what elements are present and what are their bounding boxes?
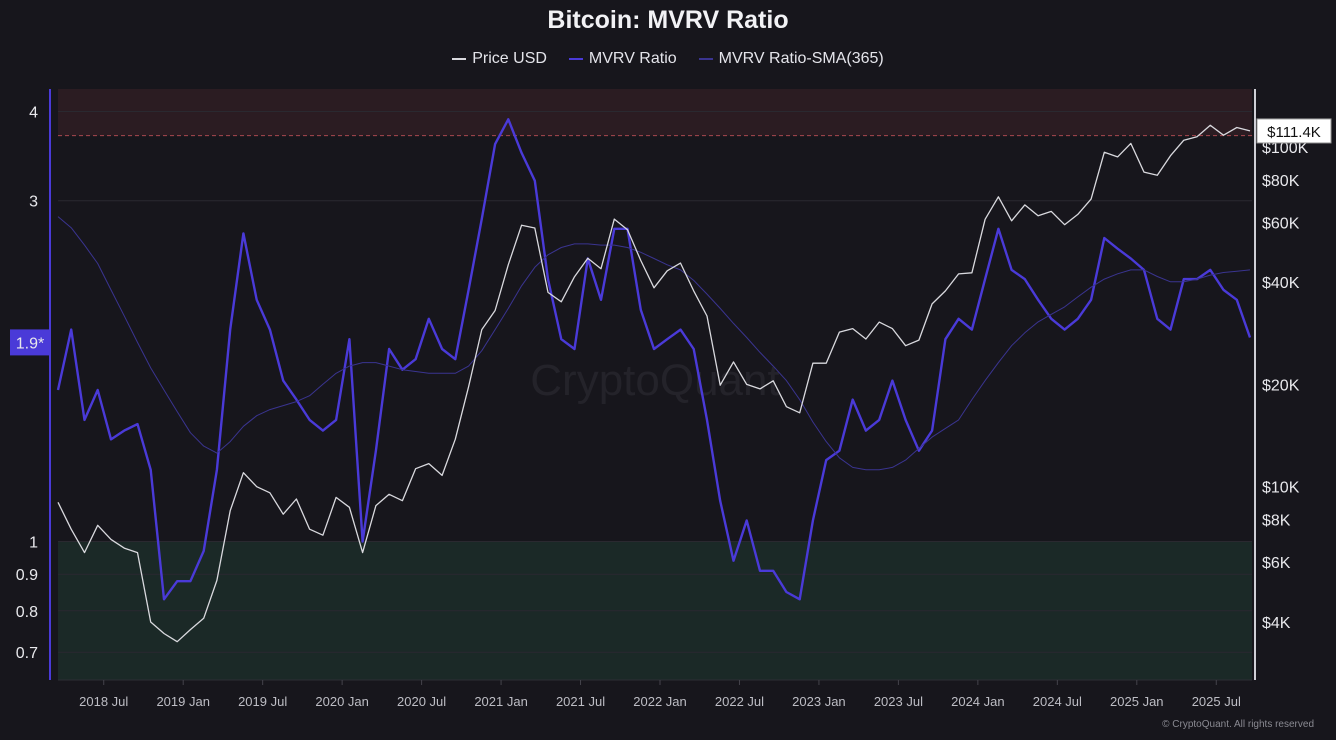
current-mvrv-label: 1.9* — [16, 335, 44, 352]
legend-item-sma[interactable]: MVRV Ratio-SMA(365) — [698, 50, 884, 68]
legend-swatch-sma — [698, 58, 713, 60]
zone-overvalued — [58, 89, 1252, 136]
right-tick-label: $100K — [1262, 140, 1309, 157]
current-mvrv-badge — [10, 329, 50, 356]
legend-label: MVRV Ratio-SMA(365) — [718, 50, 884, 67]
left-tick-label: 0.7 — [16, 645, 38, 662]
left-tick-label: 3 — [29, 194, 38, 211]
right-tick-label: $60K — [1262, 215, 1300, 232]
left-tick-label: 0.9 — [16, 567, 38, 584]
x-tick-label: 2020 Jul — [397, 694, 446, 709]
left-tick-label: 0.8 — [16, 604, 38, 621]
right-tick-label: $4K — [1262, 615, 1291, 632]
x-tick-label: 2021 Jan — [474, 694, 528, 709]
right-tick-label: $10K — [1262, 480, 1300, 497]
x-tick-label: 2022 Jan — [633, 694, 687, 709]
left-tick-label: 4 — [29, 104, 38, 121]
right-tick-label: $40K — [1262, 275, 1300, 292]
x-tick-label: 2023 Jul — [874, 694, 923, 709]
legend-item-price[interactable]: Price USD — [452, 50, 547, 68]
right-tick-label: $6K — [1262, 555, 1291, 572]
legend: Price USD MVRV Ratio MVRV Ratio-SMA(365) — [0, 50, 1336, 68]
series-line-mvrv-ratio — [56, 118, 1252, 601]
x-tick-label: 2020 Jan — [315, 694, 369, 709]
legend-swatch-mvrv — [568, 58, 583, 60]
series-line-price-usd — [57, 124, 1251, 643]
x-tick-label: 2023 Jan — [792, 694, 846, 709]
right-tick-label: $8K — [1262, 513, 1291, 530]
left-tick-label: 1 — [29, 535, 38, 552]
chart-title: Bitcoin: MVRV Ratio — [547, 6, 789, 34]
current-price-badge — [1256, 118, 1332, 144]
x-tick-label: 2024 Jul — [1033, 694, 1082, 709]
x-tick-label: 2018 Jul — [79, 694, 128, 709]
legend-item-mvrv[interactable]: MVRV Ratio — [568, 50, 677, 68]
x-tick-label: 2024 Jan — [951, 694, 1005, 709]
x-tick-label: 2021 Jul — [556, 694, 605, 709]
right-tick-label: $20K — [1262, 377, 1300, 394]
right-tick-label: $80K — [1262, 173, 1300, 190]
x-tick-label: 2019 Jul — [238, 694, 287, 709]
current-price-label: $111.4K — [1267, 124, 1321, 141]
x-tick-label: 2025 Jul — [1192, 694, 1241, 709]
x-tick-label: 2022 Jul — [715, 694, 764, 709]
legend-label: Price USD — [472, 50, 547, 67]
copyright-footer: © CryptoQuant. All rights reserved — [1162, 719, 1314, 730]
legend-swatch-price — [452, 58, 467, 60]
legend-label: MVRV Ratio — [588, 50, 677, 67]
watermark-logo: CryptoQuant — [530, 356, 779, 405]
series-line-mvrv-ratio-sma-365- — [57, 216, 1251, 471]
x-tick-label: 2025 Jan — [1110, 694, 1164, 709]
x-tick-label: 2019 Jan — [156, 694, 210, 709]
